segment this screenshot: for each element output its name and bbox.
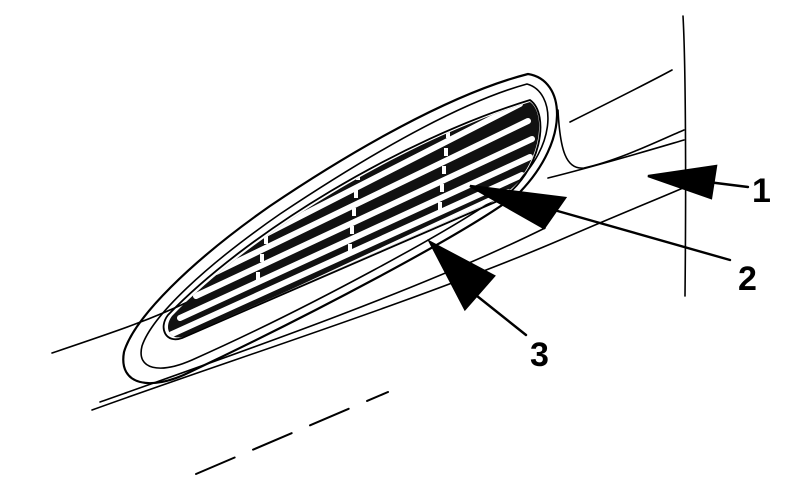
callout-arrow-1 xyxy=(647,164,750,200)
louver xyxy=(193,136,535,299)
louver-clip xyxy=(444,148,448,156)
louver-clip xyxy=(260,254,264,262)
louver xyxy=(177,154,533,321)
shoulder-sweep-line-2 xyxy=(547,139,685,179)
dashed-lower-line xyxy=(195,391,389,475)
callout-arrows xyxy=(427,164,750,337)
callout-label-1: 1 xyxy=(752,172,771,210)
louver-clip xyxy=(256,272,260,280)
louver-clip xyxy=(264,236,268,244)
callout-arrow-2 xyxy=(469,184,732,262)
louver-clip xyxy=(438,202,442,210)
callout-label-2: 2 xyxy=(738,260,757,298)
louver-clip xyxy=(354,190,358,198)
louver xyxy=(247,102,523,245)
louver-clip xyxy=(348,244,352,252)
vent-outer-rim xyxy=(122,72,559,385)
vent-inner-rim xyxy=(162,99,542,341)
louver-clip xyxy=(350,226,354,234)
upper-crease-line-right xyxy=(569,69,673,123)
louver-clip xyxy=(446,130,450,138)
louver-clip xyxy=(352,208,356,216)
louver-clip xyxy=(440,184,444,192)
callout-arrow-3 xyxy=(427,239,528,337)
louver xyxy=(213,118,531,275)
vent-grille xyxy=(168,102,540,338)
louver-clip xyxy=(442,166,446,174)
louver xyxy=(168,172,525,338)
upper-crease-line xyxy=(51,299,193,354)
door-edge-line xyxy=(682,15,687,297)
callout-label-3: 3 xyxy=(530,336,549,374)
